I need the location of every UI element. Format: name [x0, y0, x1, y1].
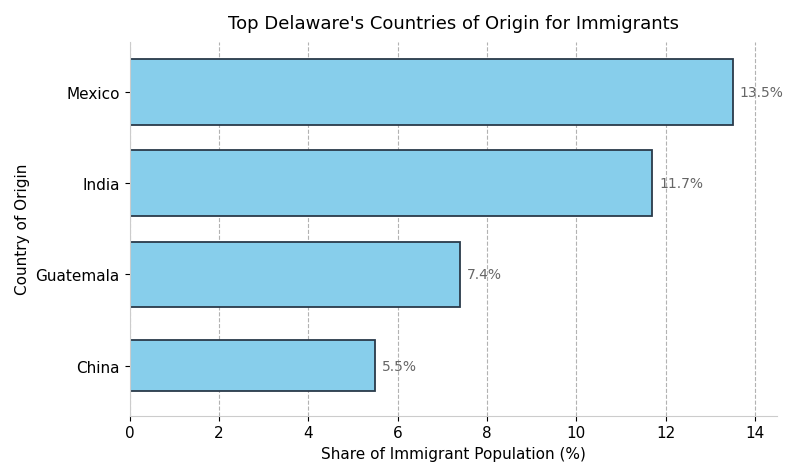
Text: 7.4%: 7.4%	[467, 268, 502, 282]
Text: 5.5%: 5.5%	[382, 359, 417, 373]
Bar	[130, 151, 652, 217]
Text: 11.7%: 11.7%	[659, 177, 703, 191]
Y-axis label: Country of Origin: Country of Origin	[15, 164, 30, 295]
Text: 13.5%: 13.5%	[739, 86, 783, 100]
X-axis label: Share of Immigrant Population (%): Share of Immigrant Population (%)	[321, 446, 586, 461]
Bar	[130, 341, 375, 391]
Bar	[130, 60, 733, 126]
Bar	[130, 242, 460, 307]
Title: Top Delaware's Countries of Origin for Immigrants: Top Delaware's Countries of Origin for I…	[228, 15, 679, 33]
